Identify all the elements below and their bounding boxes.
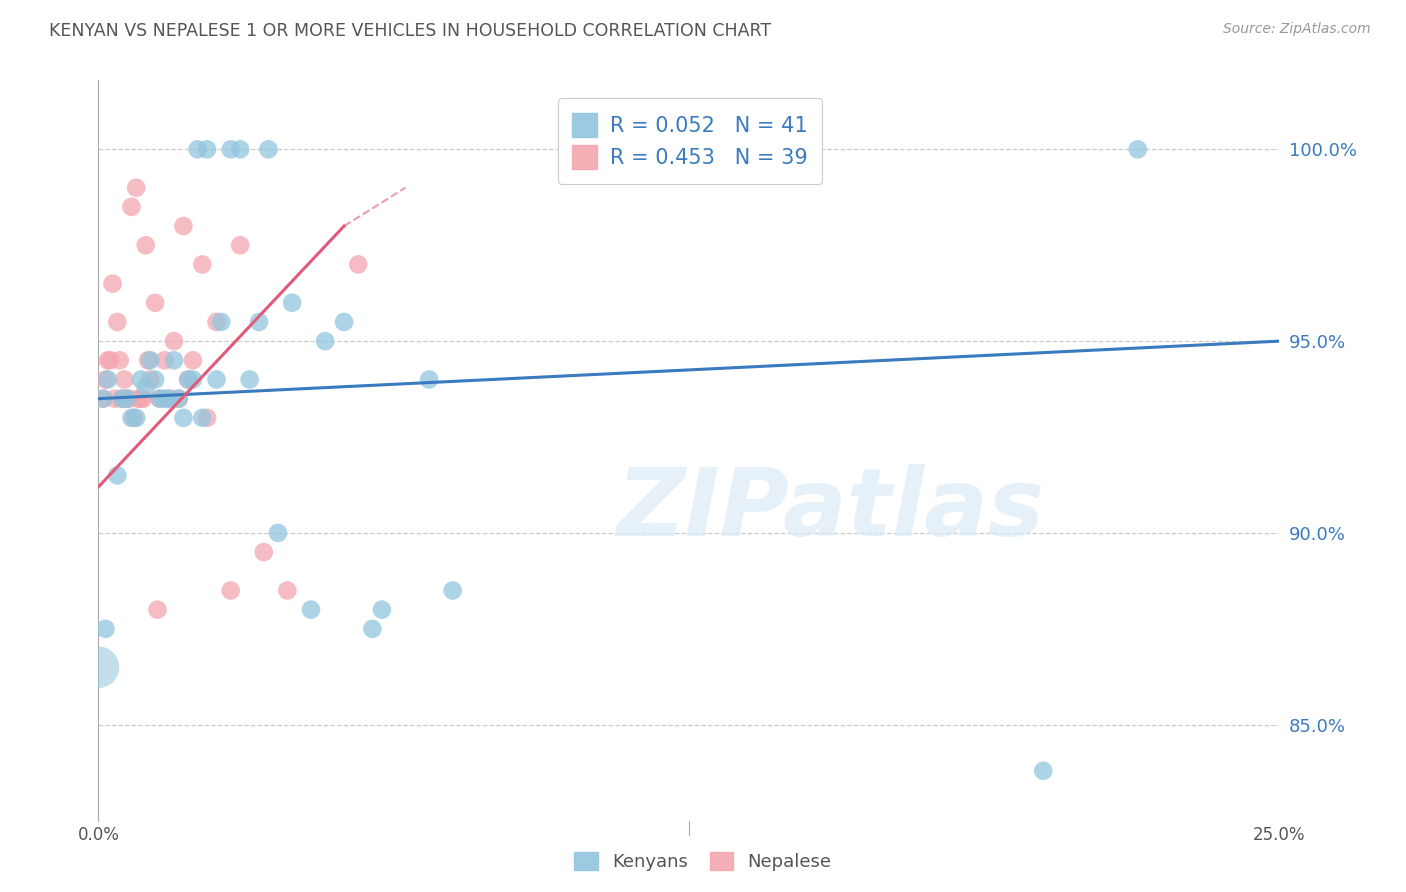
Legend: Kenyans, Nepalese: Kenyans, Nepalese [567,845,839,879]
Point [191,410,214,425]
Point [87,660,110,674]
Point [111,392,134,406]
Point [157,392,180,406]
Point [149,392,172,406]
Point [247,315,270,329]
Point [195,410,218,425]
Text: ZIPatlas: ZIPatlas [617,464,1045,556]
Point [371,602,394,616]
Point [139,372,162,386]
Point [441,583,464,598]
Point [135,238,157,252]
Point [239,372,262,386]
Point [122,410,145,425]
Point [105,468,128,483]
Point [163,334,186,348]
Point [257,142,280,156]
Point [101,277,124,291]
Point [118,392,141,406]
Point [219,142,242,156]
Point [205,372,228,386]
Point [333,315,356,329]
Legend: R = 0.052   N = 41, R = 0.453   N = 39: R = 0.052 N = 41, R = 0.453 N = 39 [558,98,823,184]
Text: Source: ZipAtlas.com: Source: ZipAtlas.com [1223,22,1371,37]
Point [281,295,304,310]
Point [115,392,138,406]
Point [135,380,157,394]
Point [97,372,120,386]
Point [91,392,114,406]
Point [181,353,204,368]
Point [229,142,252,156]
Point [1032,764,1054,778]
Point [181,372,204,386]
Point [209,315,232,329]
Point [229,238,252,252]
Point [187,142,209,156]
Point [153,353,176,368]
Point [136,353,159,368]
Point [157,392,180,406]
Point [149,392,172,406]
Point [112,372,135,386]
Point [276,583,298,598]
Point [125,410,148,425]
Point [361,622,384,636]
Point [111,392,134,406]
Point [172,219,194,233]
Point [299,602,322,616]
Point [314,334,336,348]
Point [94,622,117,636]
Point [146,602,169,616]
Point [347,257,370,271]
Point [143,372,166,386]
Point [139,353,162,368]
Point [219,583,242,598]
Text: KENYAN VS NEPALESE 1 OR MORE VEHICLES IN HOUSEHOLD CORRELATION CHART: KENYAN VS NEPALESE 1 OR MORE VEHICLES IN… [49,22,772,40]
Point [418,372,440,386]
Point [205,315,228,329]
Point [267,525,290,540]
Point [97,353,120,368]
Point [121,410,143,425]
Point [108,353,131,368]
Point [98,353,121,368]
Point [172,410,194,425]
Point [1126,142,1149,156]
Point [153,392,176,406]
Point [163,353,186,368]
Point [177,372,200,386]
Point [129,392,152,406]
Point [143,295,166,310]
Point [129,372,152,386]
Point [121,200,143,214]
Point [253,545,276,559]
Point [128,392,150,406]
Point [132,392,155,406]
Point [167,392,190,406]
Point [115,392,138,406]
Point [191,257,214,271]
Point [94,372,117,386]
Point [105,315,128,329]
Point [177,372,200,386]
Point [167,392,190,406]
Point [91,392,114,406]
Point [125,180,148,194]
Point [195,142,218,156]
Point [104,392,127,406]
